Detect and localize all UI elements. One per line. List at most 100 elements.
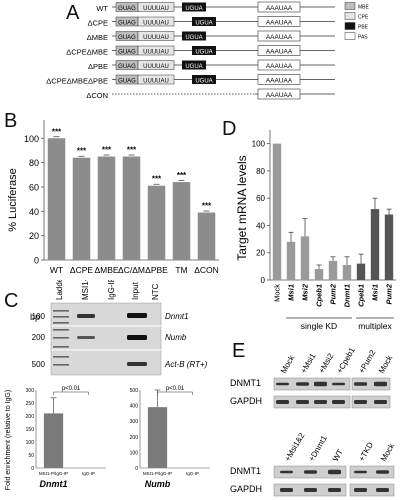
d-bar — [342, 265, 352, 280]
cpe-seq: UUUUAU — [143, 35, 169, 41]
c-ladder-mark: 200 — [32, 333, 46, 342]
c-lane-label: Ladder — [55, 280, 64, 300]
d-x-tick-label: Cpeb1 — [315, 284, 324, 307]
cpe-seq: UUUUAU — [143, 6, 169, 12]
input-dnmt1-band — [127, 313, 147, 318]
b-significance: *** — [77, 147, 87, 156]
b-significance: *** — [152, 175, 162, 184]
e-band — [376, 488, 389, 492]
ladder-band — [53, 329, 69, 331]
blot-strip — [351, 377, 391, 391]
d-bar — [370, 209, 380, 280]
cpe-box — [137, 45, 175, 56]
pas-box — [257, 74, 301, 85]
e-band — [374, 381, 387, 387]
c-enrich-y-tick: 250 — [26, 401, 35, 407]
b-x-tick-label: ΔCPE — [70, 265, 93, 275]
c-enrich-y-tick: 100 — [130, 450, 139, 456]
e-row-label: GAPDH — [230, 484, 262, 494]
blot-strip — [351, 395, 391, 409]
cpe-box — [137, 31, 175, 41]
c-enrich-x-label: IgG-IP — [186, 471, 199, 476]
pas-box — [257, 30, 301, 42]
d-x-tick-label: Pum2 — [385, 283, 394, 304]
cpe-box — [137, 74, 175, 85]
pbe-seq: UGUA — [185, 6, 202, 12]
pbe-seq: UGUA — [185, 64, 202, 70]
e-lane-label: +Cpeb1 — [335, 346, 357, 375]
b-x-tick-label: ΔMBE — [94, 265, 118, 275]
ladder-band — [53, 337, 69, 339]
c-lane-label: IgG-IP — [107, 280, 116, 300]
b-x-tick-label: ΔPBE — [145, 265, 168, 275]
b-bar — [147, 185, 166, 260]
pas-box — [257, 45, 301, 56]
c-ladder-mark: 100 — [32, 312, 46, 321]
e-band — [354, 470, 367, 474]
e-lane-label: Mock — [279, 353, 297, 375]
e-band — [374, 400, 387, 404]
e-band — [276, 382, 289, 386]
b-bar — [122, 156, 141, 260]
mbe-seq: GUAG — [118, 6, 136, 12]
d-bar — [384, 214, 394, 280]
c-header: bp — [30, 292, 230, 322]
pas-box — [257, 59, 301, 71]
ladder-band — [53, 322, 69, 324]
b-bar — [72, 157, 91, 260]
blot-strip — [349, 465, 395, 479]
b-x-tick-label: WT — [50, 265, 63, 275]
cpe-seq: UUUUAU — [143, 64, 169, 70]
legend-label: PBE — [358, 25, 369, 31]
blot-strip — [273, 377, 351, 391]
c-lane-label: Input — [131, 281, 140, 300]
e-band — [328, 488, 341, 492]
construct-label: ΔCON — [86, 91, 108, 100]
b-significance: *** — [52, 127, 62, 136]
d-y-axis-label: Target mRNA levels — [235, 155, 249, 260]
b-bar — [47, 138, 66, 260]
ladder-band — [53, 356, 69, 358]
panel-label-c: C — [4, 290, 19, 312]
c-enrich-bar — [147, 407, 168, 468]
legend-swatch — [344, 12, 356, 20]
mbe-seq: GUAG — [118, 64, 136, 70]
e-lane-label: Mock — [377, 353, 395, 375]
c-enrich-y-tick: 300 — [26, 388, 35, 394]
construct-label: ΔPBE — [88, 62, 108, 71]
c-enrich-y-tick: 300 — [130, 419, 139, 425]
e-band — [280, 470, 293, 474]
pas-seq: AAAUAA — [266, 63, 293, 70]
pas-seq: AAAUAA — [266, 49, 293, 56]
d-x-tick-label: Pum2 — [329, 283, 338, 304]
c-lane-label: NTC — [151, 283, 160, 300]
panel-a-schematic: WT GUAG UUUUAU UGUA AAAUAA ΔCPE GUAG UUUUAU UGUA… — [46, 1, 370, 100]
pbe-box — [182, 31, 206, 41]
pas-box — [257, 88, 301, 100]
e-band — [314, 400, 327, 404]
panel-b-chart: % Luciferase 0 20 40 60 80 100 *** WT *** ΔCPE ***… — [7, 120, 219, 275]
c-gene-label: Act-B (RT+) — [164, 360, 208, 369]
c-enrich-y-tick: 200 — [26, 414, 35, 420]
e-lane-label: +Msi1&2 — [283, 431, 307, 463]
b-y-tick-label: 80 — [29, 158, 39, 168]
e-band — [314, 381, 327, 387]
e-lane-label: WT — [331, 448, 345, 463]
e-band — [304, 470, 317, 474]
legend-swatch — [344, 32, 356, 40]
d-y-tick-label: 80 — [256, 167, 265, 176]
panel-c-gel: Ladder MSI1-IP IgG-IP Input NTC 100 200 500 Dn… — [32, 280, 208, 376]
e-lane-label: +TKD — [357, 440, 375, 463]
e-band — [354, 400, 367, 404]
d-y-tick-label: 60 — [256, 194, 265, 203]
e-band — [332, 400, 345, 404]
e-row-label: DNMT1 — [230, 466, 261, 476]
construct-label: ΔCPEΔMBEΔPBE — [46, 77, 108, 86]
e-band — [304, 488, 317, 492]
pas-box — [257, 16, 301, 27]
b-significance: *** — [102, 146, 112, 155]
b-x-tick-label: ΔC/ΔM — [118, 265, 145, 275]
legend-label: PAS — [358, 35, 368, 41]
b-bar — [97, 156, 116, 260]
d-bar — [314, 269, 324, 280]
